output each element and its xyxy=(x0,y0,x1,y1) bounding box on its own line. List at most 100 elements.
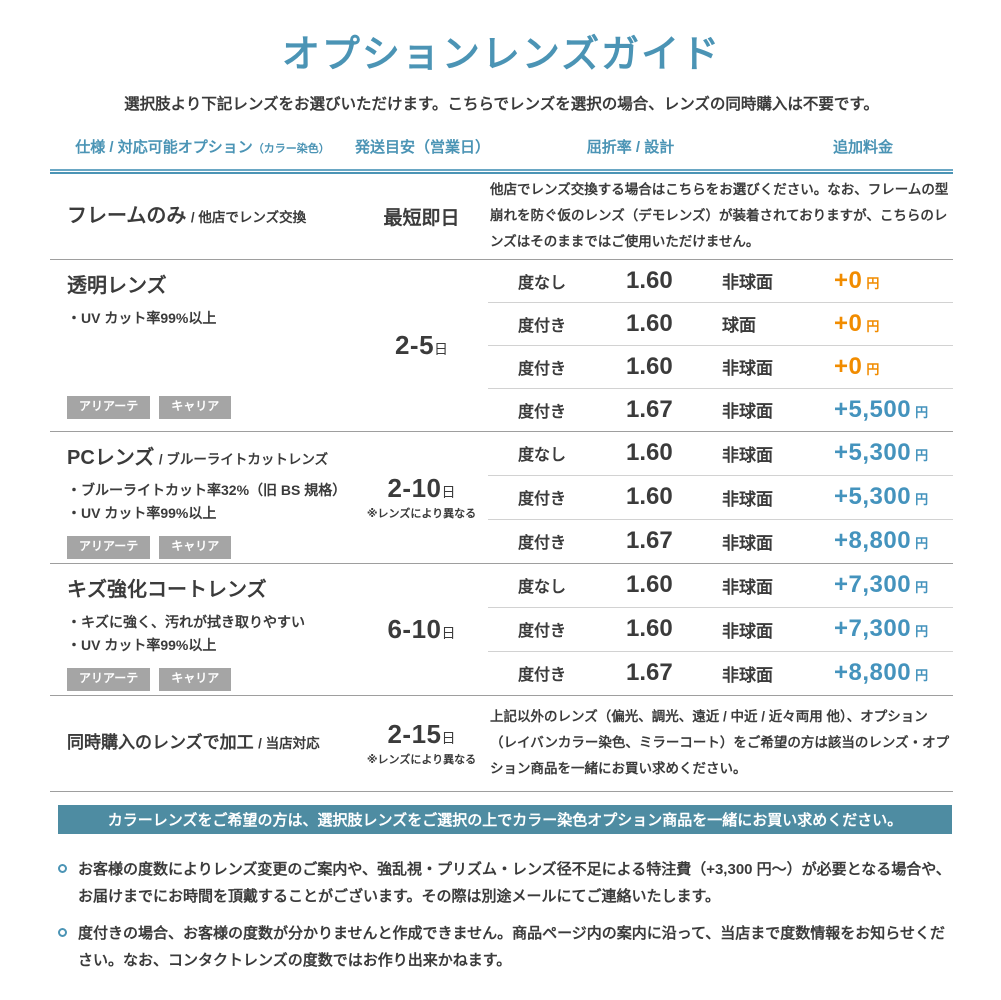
price-value: +7,300 円 xyxy=(834,571,953,599)
footnote-text: お客様の度数によりレンズ変更のご案内や、強乱視・プリズム・レンズ径不足による特注… xyxy=(78,860,951,905)
pc-lens-option-rows: 度なし 1.60 非球面 +5,300 円 度付き 1.60 非球面 +5,300… xyxy=(488,432,953,563)
clear-lens-option-rows: 度なし 1.60 非球面 +0 円 度付き 1.60 球面 +0 円 度付き 1.6… xyxy=(488,260,953,431)
footnotes: お客様の度数によりレンズ変更のご案内や、強乱視・プリズム・レンズ径不足による特注… xyxy=(50,856,953,974)
lens-design: 非球面 xyxy=(722,445,773,465)
shipping-note: ※レンズにより異なる xyxy=(366,508,477,521)
simul-title-sub: / 当店対応 xyxy=(258,735,320,751)
pc-lens-options: 度なし 1.60 非球面 +5,300 円 度付き 1.60 非球面 +5,300… xyxy=(488,432,953,563)
scratch-lens-shipping: 6-10日 xyxy=(355,564,488,695)
scratch-lens-options: 度なし 1.60 非球面 +7,300 円 度付き 1.60 非球面 +7,300… xyxy=(488,564,953,695)
badge-career: キャリア xyxy=(159,396,232,419)
frame-only-title-main: フレームのみ xyxy=(67,205,187,228)
pc-lens-title-sub: / ブルーライトカットレンズ xyxy=(158,451,329,467)
clear-lens-title: 透明レンズ xyxy=(67,274,349,298)
badge-ariaate: アリアーテ xyxy=(67,668,151,691)
frame-only-shipping: 最短即日 xyxy=(355,174,488,259)
option-row: 度付き 1.60 非球面 +7,300 円 xyxy=(488,608,953,652)
lens-design: 非球面 xyxy=(722,489,773,509)
footnote: お客様の度数によりレンズ変更のご案内や、強乱視・プリズム・レンズ径不足による特注… xyxy=(58,856,953,910)
refractive-index: 1.60 xyxy=(626,266,673,294)
pc-lens-title-main: PCレンズ xyxy=(67,446,155,469)
option-row: 度付き 1.60 非球面 +5,300 円 xyxy=(488,476,953,520)
price-value: +5,500 円 xyxy=(834,396,953,424)
yen-unit: 円 xyxy=(866,275,880,291)
price-amount: +0 xyxy=(834,266,863,294)
lens-design: 非球面 xyxy=(722,273,773,293)
lens-design: 非球面 xyxy=(722,359,773,379)
simul-description-text: 上記以外のレンズ（偏光、調光、遠近 / 中近 / 近々両用 他）、オプション（レ… xyxy=(490,708,950,777)
shipping-unit: 日 xyxy=(441,730,456,747)
price-amount: +0 xyxy=(834,352,863,380)
clear-lens-options: 度なし 1.60 非球面 +0 円 度付き 1.60 球面 +0 円 度付き 1.6… xyxy=(488,260,953,431)
shipping-unit: 日 xyxy=(441,484,456,501)
option-row: 度付き 1.67 非球面 +8,800 円 xyxy=(488,652,953,695)
section-frame-only: フレームのみ / 他店でレンズ交換 最短即日 他店でレンズ交換する場合はこちらを… xyxy=(50,174,953,260)
pc-lens-shipping: 2-10日 ※レンズにより異なる xyxy=(355,432,488,563)
lens-design: 非球面 xyxy=(722,402,773,422)
option-row: 度付き 1.67 非球面 +5,500 円 xyxy=(488,389,953,431)
shipping-days: 2-10 xyxy=(387,473,442,504)
feature-item: ・UV カット率99%以上 xyxy=(67,309,217,326)
scratch-lens-features: ・キズに強く、汚れが拭き取りやすい ・UV カット率99%以上 xyxy=(67,611,349,659)
yen-unit: 円 xyxy=(915,536,929,552)
shipping-days: 2-5 xyxy=(394,329,435,360)
refractive-index: 1.60 xyxy=(626,352,673,380)
frame-only-shipping-value: 最短即日 xyxy=(383,207,460,229)
rx-type: 度なし xyxy=(518,274,567,292)
column-header-spec-sub: （カラー染色） xyxy=(252,142,330,155)
option-row: 度なし 1.60 非球面 +0 円 xyxy=(488,260,953,303)
price-amount: +5,300 xyxy=(834,483,912,511)
badge-career: キャリア xyxy=(159,668,232,691)
clear-lens-shipping: 2-5日 xyxy=(355,260,488,431)
feature-item: ・ブルーライトカット率32%（旧 BS 規格） xyxy=(67,481,347,498)
rx-type: 度なし xyxy=(518,447,567,465)
refractive-index: 1.60 xyxy=(626,615,673,643)
scratch-lens-spec: キズ強化コートレンズ ・キズに強く、汚れが拭き取りやすい ・UV カット率99%… xyxy=(50,564,355,695)
price-value: +8,800 円 xyxy=(834,659,953,687)
badge-ariaate: アリアーテ xyxy=(67,536,151,559)
clear-lens-shipping-value: 2-5日 xyxy=(395,330,448,361)
refractive-index: 1.60 xyxy=(626,309,673,337)
content-area: オプションレンズガイド 選択肢より下記レンズをお選びいただけます。こちらでレンズ… xyxy=(50,34,953,974)
frame-only-description: 他店でレンズ交換する場合はこちらをお選びください。なお、フレームの型崩れを防ぐ仮… xyxy=(488,174,953,259)
rx-type: 度付き xyxy=(518,535,567,553)
yen-unit: 円 xyxy=(915,492,929,508)
price-value: +5,300 円 xyxy=(834,439,953,467)
lens-design: 非球面 xyxy=(722,577,773,597)
price-amount: +7,300 xyxy=(834,615,912,643)
rx-type: 度付き xyxy=(518,491,567,509)
price-value: +0 円 xyxy=(834,310,953,338)
price-amount: +8,800 xyxy=(834,659,912,687)
yen-unit: 円 xyxy=(915,404,929,420)
footnote: 度付きの場合、お客様の度数が分かりませんと作成できません。商品ページ内の案内に沿… xyxy=(58,920,953,974)
simul-shipping: 2-15日 ※レンズにより異なる xyxy=(355,696,488,791)
lens-design: 球面 xyxy=(722,316,756,336)
shipping-note: ※レンズにより異なる xyxy=(366,754,477,767)
page-title: オプションレンズガイド xyxy=(281,34,722,76)
pc-lens-features: ・ブルーライトカット率32%（旧 BS 規格） ・UV カット率99%以上 xyxy=(67,479,349,527)
yen-unit: 円 xyxy=(866,361,880,377)
footnote-text: 度付きの場合、お客様の度数が分かりませんと作成できません。商品ページ内の案内に沿… xyxy=(78,924,946,969)
column-header-spec-label: 仕様 / 対応可能オプション xyxy=(75,138,253,156)
section-pc-lens: PCレンズ / ブルーライトカットレンズ ・ブルーライトカット率32%（旧 BS… xyxy=(50,432,953,564)
option-row: 度付き 1.60 球面 +0 円 xyxy=(488,303,953,346)
refractive-index: 1.67 xyxy=(626,659,673,687)
feature-item: ・キズに強く、汚れが拭き取りやすい xyxy=(67,613,305,630)
rx-type: 度付き xyxy=(518,360,567,378)
lens-design: 非球面 xyxy=(722,665,773,685)
scratch-lens-badges: アリアーテ キャリア xyxy=(67,668,349,691)
price-value: +7,300 円 xyxy=(834,615,953,643)
clear-lens-features: ・UV カット率99%以上 xyxy=(67,307,349,331)
frame-only-title: フレームのみ / 他店でレンズ交換 xyxy=(67,204,349,228)
frame-only-spec: フレームのみ / 他店でレンズ交換 xyxy=(50,174,355,259)
scratch-lens-title: キズ強化コートレンズ xyxy=(67,578,349,602)
yen-unit: 円 xyxy=(915,668,929,684)
column-header-shipping: 発送目安（営業日） xyxy=(355,138,491,156)
pc-lens-badges: アリアーテ キャリア xyxy=(67,536,349,559)
simul-spec: 同時購入のレンズで加工 / 当店対応 xyxy=(50,696,355,791)
simul-title-main: 同時購入のレンズで加工 xyxy=(67,732,254,752)
header-divider xyxy=(50,168,953,174)
refractive-index: 1.67 xyxy=(626,527,673,555)
scratch-lens-option-rows: 度なし 1.60 非球面 +7,300 円 度付き 1.60 非球面 +7,300… xyxy=(488,564,953,695)
pc-lens-title: PCレンズ / ブルーライトカットレンズ xyxy=(67,446,349,470)
